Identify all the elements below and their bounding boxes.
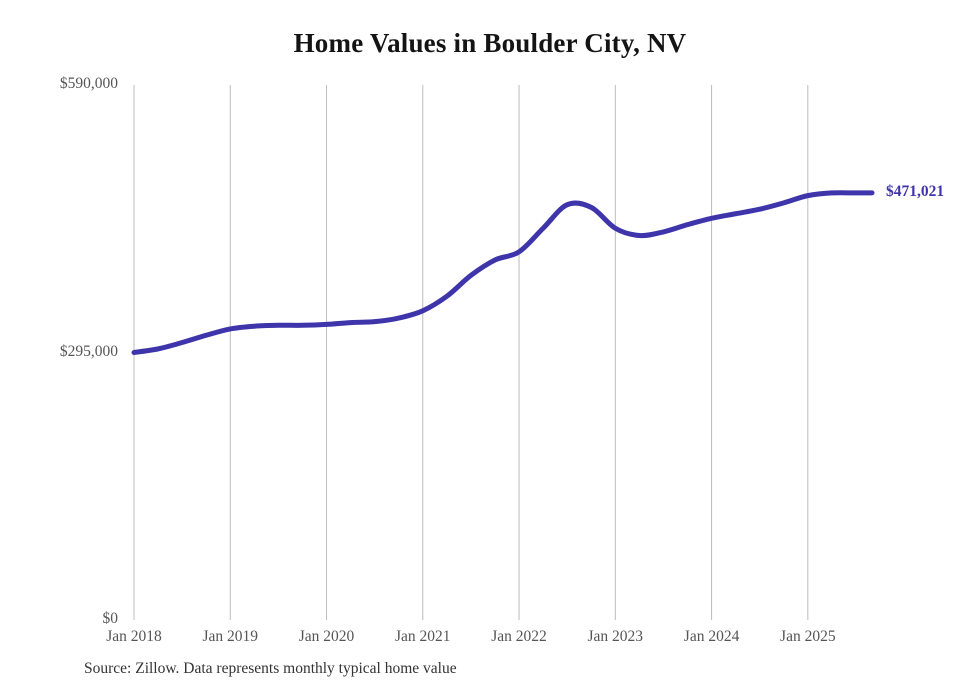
x-tick-label-2: Jan 2020 [298,628,355,645]
x-gridlines [133,85,809,620]
end-value-label: $471,021 [886,182,945,200]
x-tick-label-6: Jan 2024 [683,628,740,645]
x-tick-label-3: Jan 2021 [395,628,451,645]
x-tick-label-4: Jan 2022 [491,628,547,645]
y-tick-label-1: $295,000 [59,342,118,360]
chart-title: Home Values in Boulder City, NV [293,28,687,58]
x-tick-label-0: Jan 2018 [106,628,162,645]
y-tick-label-2: $590,000 [59,75,118,92]
source-note: Source: Zillow. Data represents monthly … [84,660,457,677]
home-value-line [131,190,875,355]
x-tick-label-5: Jan 2023 [587,628,644,645]
y-tick-label-0: $0 [102,610,119,627]
x-tick-label-1: Jan 2019 [202,628,259,645]
x-tick-label-7: Jan 2025 [780,628,836,645]
